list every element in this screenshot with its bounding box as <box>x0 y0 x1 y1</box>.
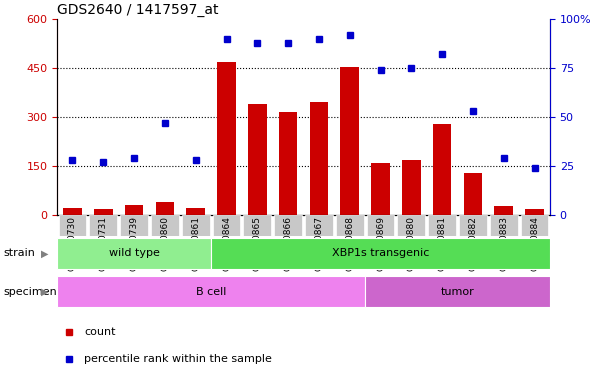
Bar <box>371 163 390 215</box>
Bar <box>402 160 421 215</box>
Text: XBP1s transgenic: XBP1s transgenic <box>332 248 429 258</box>
Text: specimen: specimen <box>3 287 56 297</box>
Text: GSM160731: GSM160731 <box>99 216 108 271</box>
Bar <box>125 205 144 215</box>
Bar <box>397 215 425 236</box>
Bar <box>459 215 487 236</box>
Bar <box>433 124 451 215</box>
Bar <box>520 215 548 236</box>
Bar <box>156 202 174 215</box>
Text: GSM160880: GSM160880 <box>407 216 416 271</box>
Text: GSM160864: GSM160864 <box>222 216 231 271</box>
Text: wild type: wild type <box>109 248 159 258</box>
Text: GSM160865: GSM160865 <box>253 216 262 271</box>
Bar <box>90 215 117 236</box>
Bar <box>310 103 328 215</box>
Bar <box>57 238 211 269</box>
Bar <box>365 276 550 307</box>
Bar <box>367 215 394 236</box>
Text: GSM160881: GSM160881 <box>438 216 447 271</box>
Bar <box>94 209 112 215</box>
Bar <box>490 215 517 236</box>
Bar <box>279 112 297 215</box>
Text: percentile rank within the sample: percentile rank within the sample <box>84 354 272 364</box>
Bar <box>525 209 544 215</box>
Bar <box>464 173 482 215</box>
Bar <box>186 208 205 215</box>
Text: B cell: B cell <box>196 287 227 297</box>
Bar <box>57 276 365 307</box>
Text: GSM160730: GSM160730 <box>68 216 77 271</box>
Bar <box>248 104 267 215</box>
Text: GSM160884: GSM160884 <box>530 216 539 271</box>
Bar <box>243 215 271 236</box>
Bar <box>274 215 302 236</box>
Bar <box>495 206 513 215</box>
Bar <box>59 215 87 236</box>
Text: count: count <box>84 327 116 337</box>
Text: GSM160867: GSM160867 <box>314 216 323 271</box>
Bar <box>151 215 178 236</box>
Text: GSM160866: GSM160866 <box>284 216 293 271</box>
Bar <box>340 66 359 215</box>
Bar <box>120 215 148 236</box>
Text: GSM160869: GSM160869 <box>376 216 385 271</box>
Bar <box>182 215 210 236</box>
Text: GSM160861: GSM160861 <box>191 216 200 271</box>
Text: GDS2640 / 1417597_at: GDS2640 / 1417597_at <box>57 3 219 17</box>
Text: ▶: ▶ <box>41 287 48 297</box>
Text: GSM160882: GSM160882 <box>468 216 477 271</box>
Bar <box>63 208 82 215</box>
Bar <box>213 215 240 236</box>
Bar <box>429 215 456 236</box>
Bar <box>305 215 333 236</box>
Text: GSM160868: GSM160868 <box>345 216 354 271</box>
Bar <box>336 215 364 236</box>
Text: tumor: tumor <box>441 287 474 297</box>
Text: GSM160883: GSM160883 <box>499 216 508 271</box>
Bar <box>218 62 236 215</box>
Text: ▶: ▶ <box>41 248 48 258</box>
Text: GSM160860: GSM160860 <box>160 216 169 271</box>
Text: GSM160739: GSM160739 <box>130 216 139 271</box>
Bar <box>211 238 550 269</box>
Text: strain: strain <box>3 248 35 258</box>
